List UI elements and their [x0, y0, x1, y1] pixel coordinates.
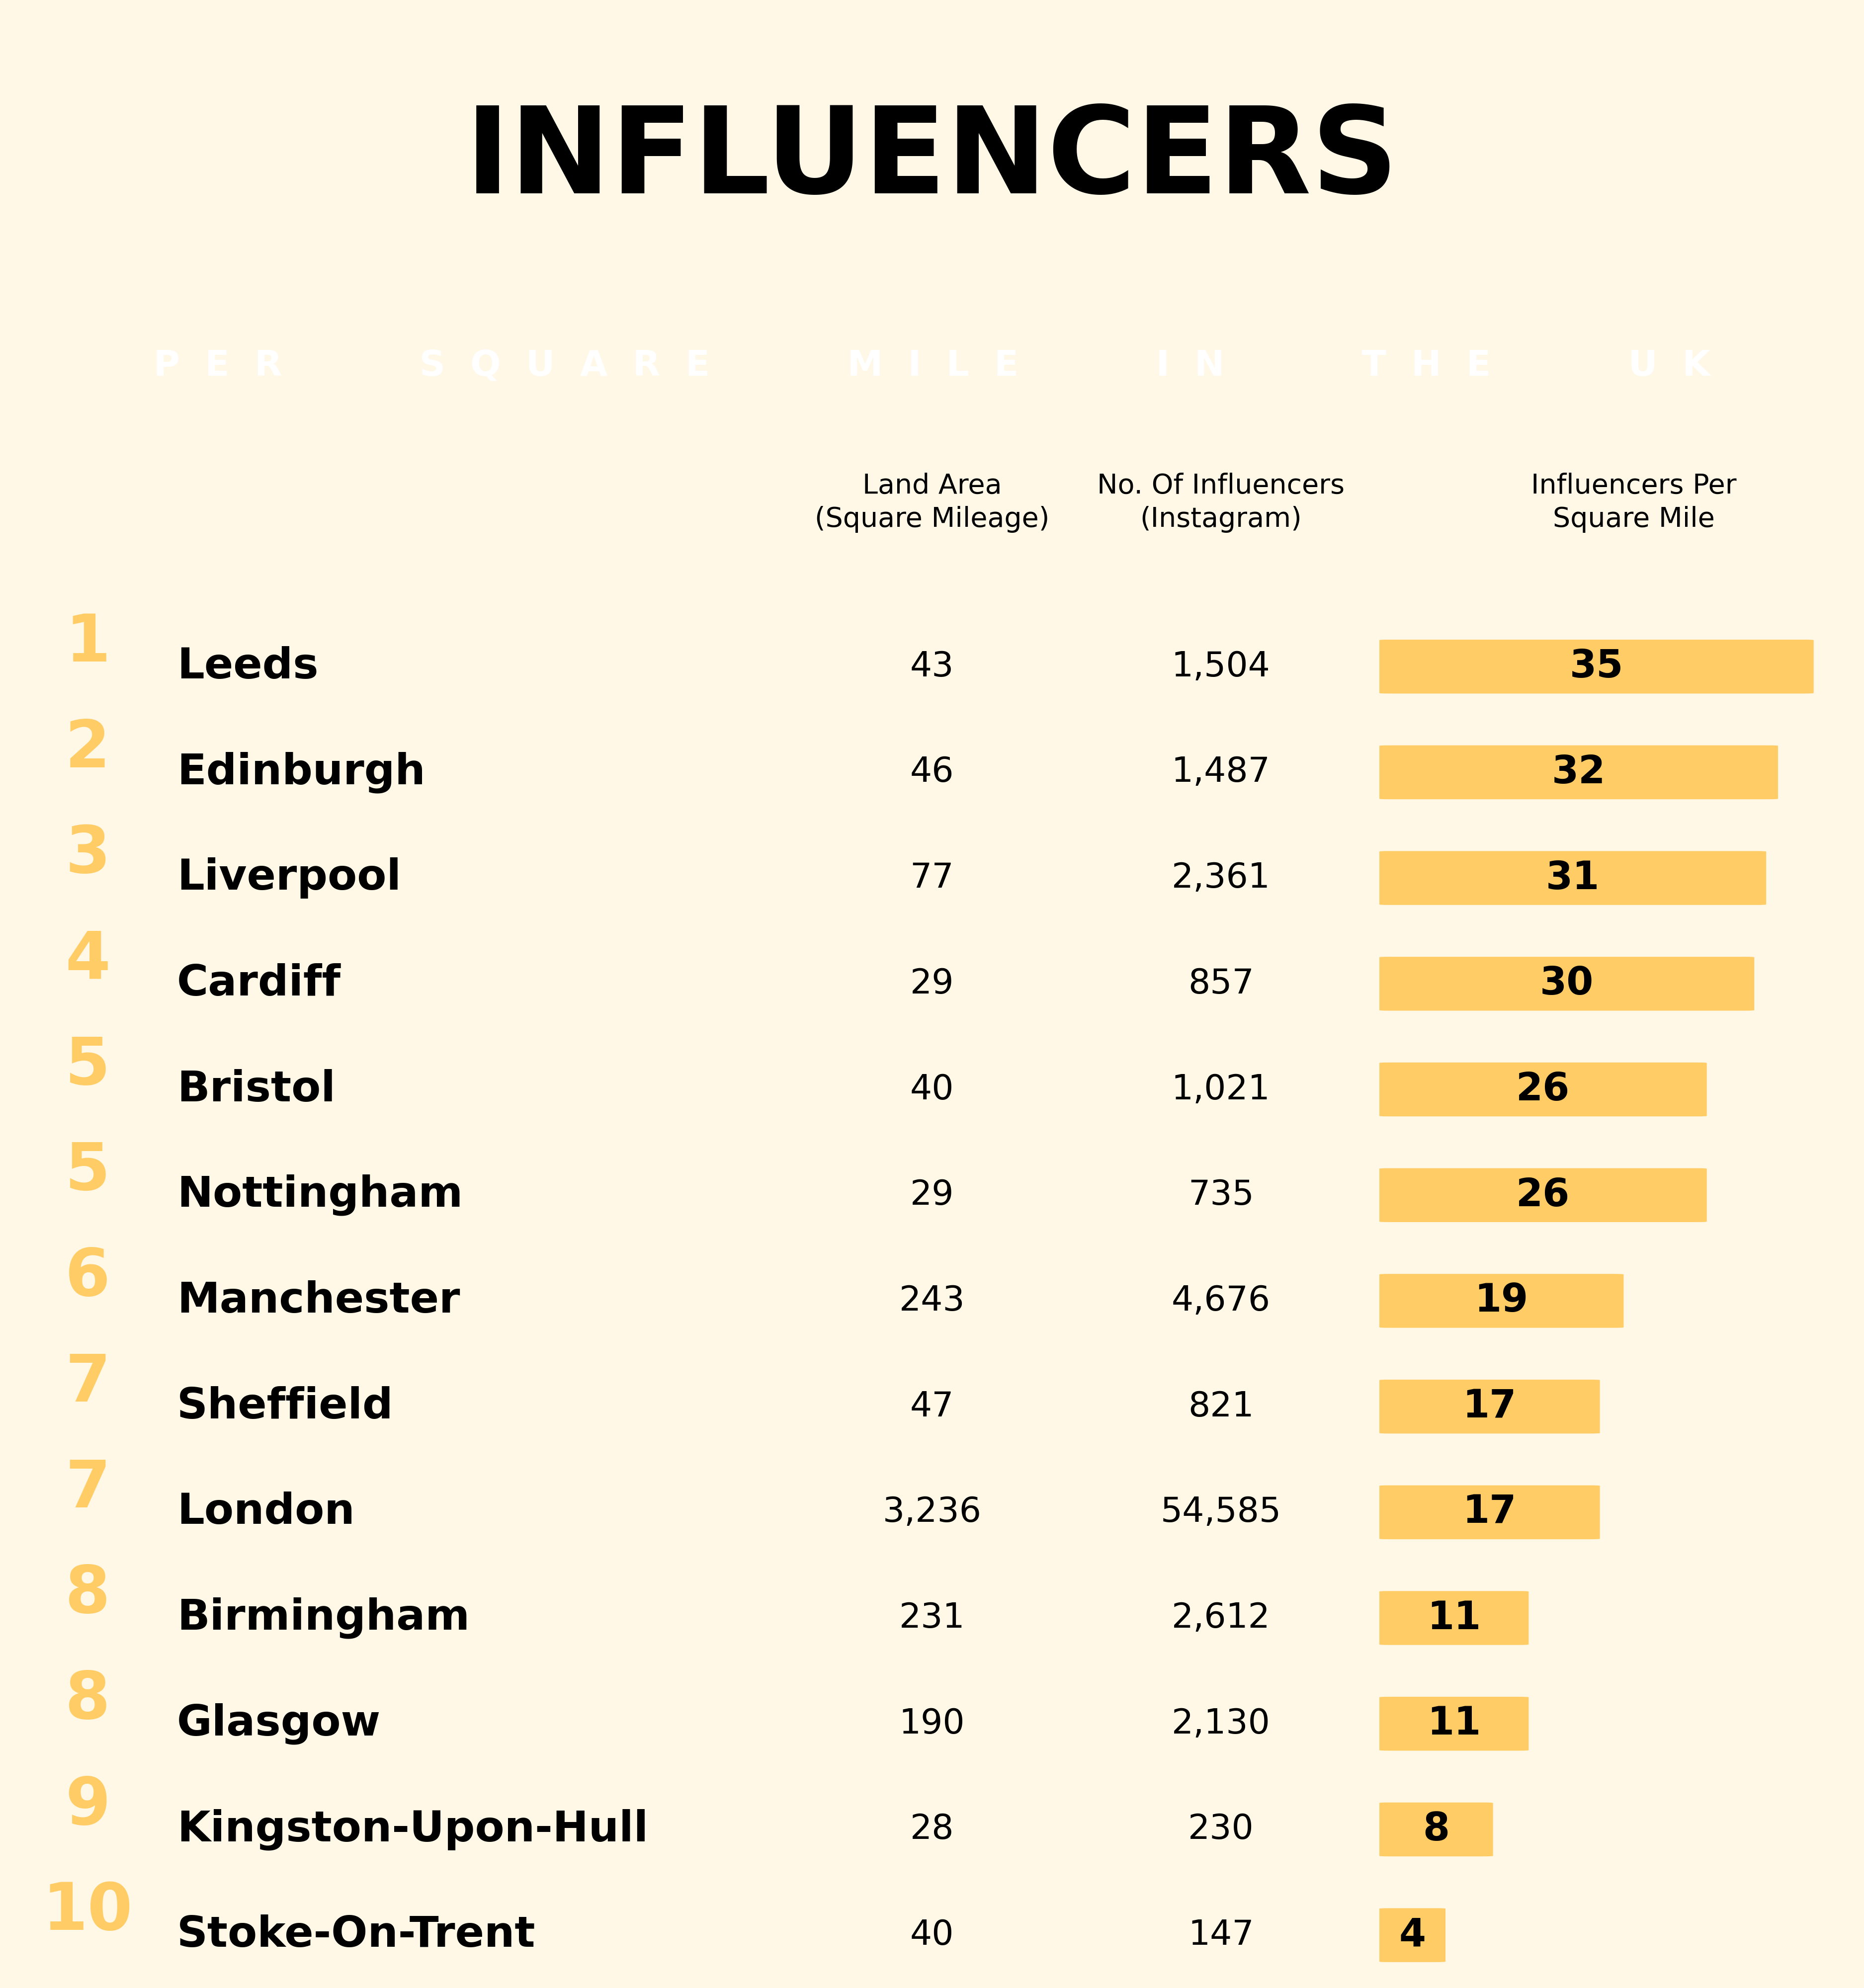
FancyBboxPatch shape: [1379, 1380, 1599, 1433]
Text: 29: 29: [910, 1179, 954, 1213]
Text: Edinburgh: Edinburgh: [177, 751, 425, 793]
Text: 735: 735: [1187, 1179, 1254, 1213]
FancyBboxPatch shape: [1379, 1169, 1707, 1223]
Text: 19: 19: [1474, 1282, 1528, 1320]
Text: Bristol: Bristol: [177, 1070, 336, 1109]
Text: 2: 2: [65, 718, 110, 781]
Text: 30: 30: [1540, 964, 1594, 1002]
FancyBboxPatch shape: [1379, 1062, 1707, 1117]
Text: Cardiff: Cardiff: [177, 962, 341, 1004]
Text: 4: 4: [65, 928, 110, 992]
Text: 17: 17: [1463, 1493, 1517, 1531]
Text: Birmingham: Birmingham: [177, 1596, 470, 1638]
Text: 7: 7: [65, 1457, 110, 1521]
Text: 5: 5: [65, 1141, 110, 1203]
FancyBboxPatch shape: [1379, 1803, 1493, 1857]
Text: 47: 47: [910, 1390, 954, 1423]
Text: Influencers Per
Square Mile: Influencers Per Square Mile: [1530, 473, 1737, 533]
Text: 243: 243: [898, 1284, 966, 1318]
Text: 4: 4: [1400, 1916, 1426, 1954]
Text: 43: 43: [910, 650, 954, 684]
Text: 11: 11: [1428, 1598, 1480, 1636]
Text: 10: 10: [43, 1881, 132, 1944]
Text: 77: 77: [910, 861, 954, 895]
Text: 9: 9: [65, 1775, 110, 1837]
Text: 46: 46: [910, 755, 954, 789]
Text: 35: 35: [1569, 648, 1624, 686]
Text: 3: 3: [65, 823, 110, 887]
FancyBboxPatch shape: [1379, 1485, 1599, 1539]
Text: Glasgow: Glasgow: [177, 1704, 380, 1743]
FancyBboxPatch shape: [1379, 1274, 1624, 1328]
Text: 2,130: 2,130: [1171, 1708, 1271, 1740]
Text: 857: 857: [1187, 966, 1254, 1000]
Text: INFLUENCERS: INFLUENCERS: [466, 101, 1398, 219]
Text: 230: 230: [1187, 1813, 1254, 1847]
Text: 11: 11: [1428, 1706, 1480, 1743]
Text: 31: 31: [1545, 859, 1599, 897]
Text: 28: 28: [910, 1813, 954, 1847]
Text: Liverpool: Liverpool: [177, 857, 401, 899]
Text: 29: 29: [910, 966, 954, 1000]
Text: 2,361: 2,361: [1171, 861, 1271, 895]
Text: 17: 17: [1463, 1388, 1517, 1425]
Text: 3,236: 3,236: [882, 1495, 982, 1529]
FancyBboxPatch shape: [1379, 746, 1778, 799]
Text: 1: 1: [65, 612, 110, 674]
Text: 190: 190: [898, 1708, 966, 1740]
Text: 4,676: 4,676: [1171, 1284, 1271, 1318]
Text: Leeds: Leeds: [177, 646, 319, 688]
Text: Kingston-Upon-Hull: Kingston-Upon-Hull: [177, 1809, 649, 1851]
Text: Land Area
(Square Mileage): Land Area (Square Mileage): [815, 473, 1049, 533]
Text: Nottingham: Nottingham: [177, 1175, 462, 1217]
Text: 26: 26: [1515, 1072, 1569, 1109]
FancyBboxPatch shape: [1379, 640, 1814, 694]
Text: 8: 8: [65, 1563, 110, 1626]
Text: 26: 26: [1515, 1177, 1569, 1215]
Text: London: London: [177, 1491, 354, 1533]
Text: 231: 231: [898, 1602, 966, 1634]
Text: 2,612: 2,612: [1171, 1602, 1271, 1634]
Text: No. Of Influencers
(Instagram): No. Of Influencers (Instagram): [1098, 473, 1344, 533]
Text: 40: 40: [910, 1074, 954, 1105]
Text: 54,585: 54,585: [1161, 1495, 1281, 1529]
Text: 1,021: 1,021: [1172, 1074, 1271, 1105]
Text: 40: 40: [910, 1918, 954, 1952]
Text: 821: 821: [1187, 1390, 1254, 1423]
Text: 8: 8: [1422, 1811, 1450, 1849]
Text: Manchester: Manchester: [177, 1280, 460, 1322]
Text: 1,504: 1,504: [1171, 650, 1271, 684]
Text: Stoke-On-Trent: Stoke-On-Trent: [177, 1914, 535, 1956]
Text: 6: 6: [65, 1246, 110, 1310]
FancyBboxPatch shape: [1379, 851, 1767, 905]
Text: 5: 5: [65, 1034, 110, 1097]
FancyBboxPatch shape: [1379, 956, 1754, 1010]
Text: 1,487: 1,487: [1171, 755, 1271, 789]
Text: P  E  R           S  Q  U  A  R  E           M  I  L  E           I  N          : P E R S Q U A R E M I L E I N: [153, 348, 1711, 384]
FancyBboxPatch shape: [1379, 1698, 1528, 1751]
Text: Sheffield: Sheffield: [177, 1386, 393, 1427]
FancyBboxPatch shape: [1379, 1908, 1445, 1962]
Text: 7: 7: [65, 1352, 110, 1415]
FancyBboxPatch shape: [1379, 1590, 1528, 1644]
Text: 8: 8: [65, 1668, 110, 1732]
Text: 32: 32: [1551, 753, 1605, 791]
Text: 147: 147: [1187, 1918, 1254, 1952]
